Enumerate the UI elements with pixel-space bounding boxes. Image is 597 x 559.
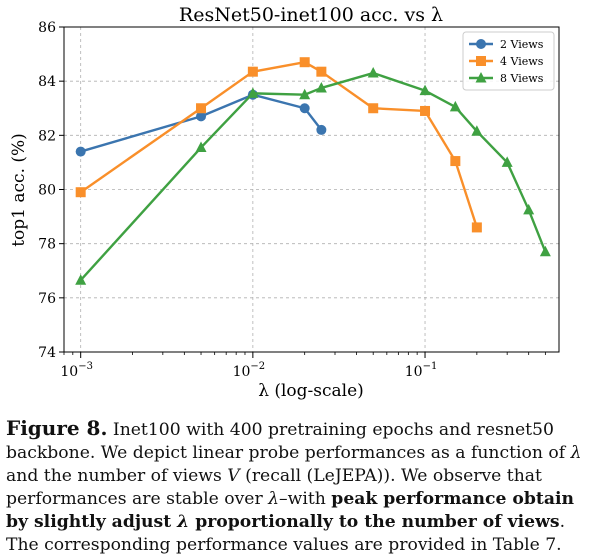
legend-label: 8 Views (500, 72, 544, 85)
plot-series (75, 57, 551, 285)
y-tick-label: 74 (38, 345, 56, 361)
x-tick-exponent: −1 (423, 361, 438, 372)
x-tick-label: 10−3 (60, 361, 93, 380)
caption-v: V (227, 466, 239, 486)
caption-text-4: –with (279, 489, 331, 509)
data-point (476, 56, 486, 66)
data-point (248, 67, 258, 77)
caption-lambda-3: λ (177, 512, 189, 532)
x-tick-exponent: −2 (250, 361, 265, 372)
data-point (540, 246, 551, 256)
caption-text-2: and the number of views (6, 466, 227, 486)
x-tick-label: 10−2 (233, 361, 266, 380)
series-line (81, 73, 546, 280)
x-axis: 10−310−210−1 (60, 352, 545, 380)
series-2 (76, 57, 482, 232)
data-point (420, 106, 430, 116)
figure-caption: Figure 8. Inet100 with 400 pretraining e… (6, 417, 594, 557)
data-point (316, 125, 326, 135)
x-tick-label: 10−1 (405, 361, 438, 380)
data-point (523, 204, 534, 215)
y-tick-label: 76 (38, 291, 56, 307)
caption-lambda-2: λ (268, 489, 279, 509)
y-tick-label: 82 (38, 128, 56, 144)
x-tick-exponent: −3 (78, 361, 93, 372)
y-tick-label: 86 (38, 20, 56, 36)
data-point (300, 103, 310, 113)
data-point (368, 103, 378, 113)
data-point (450, 156, 460, 166)
legend-label: 2 Views (500, 38, 544, 51)
caption-bold-2: proportionally to the number of views (189, 512, 559, 532)
line-chart: ResNet50-inet100 acc. vs λ 74 76 78 80 82 84 8… (0, 0, 597, 410)
y-tick-label: 84 (38, 74, 56, 90)
x-tick-base: 10 (60, 364, 78, 380)
y-axis: 74 76 78 80 82 84 86 (38, 20, 64, 361)
data-point (368, 67, 379, 78)
data-point (196, 103, 206, 113)
figure-label: Figure 8. (6, 416, 107, 440)
x-axis-label: λ (log-scale) (258, 381, 364, 401)
x-tick-base: 10 (233, 364, 251, 380)
legend-label: 4 Views (500, 55, 544, 68)
y-axis-label: top1 acc. (%) (9, 133, 29, 247)
data-point (476, 39, 486, 49)
legend: 2 Views 4 Views 8 Views (463, 32, 554, 90)
data-point (300, 57, 310, 67)
y-tick-label: 78 (38, 237, 56, 253)
series-3 (75, 67, 551, 285)
data-point (76, 187, 86, 197)
data-point (316, 67, 326, 77)
data-point (472, 222, 482, 232)
caption-lambda-1: λ (571, 443, 582, 463)
data-point (76, 147, 86, 157)
x-tick-base: 10 (405, 364, 423, 380)
chart-title: ResNet50-inet100 acc. vs λ (179, 4, 443, 26)
y-tick-label: 80 (38, 183, 56, 199)
